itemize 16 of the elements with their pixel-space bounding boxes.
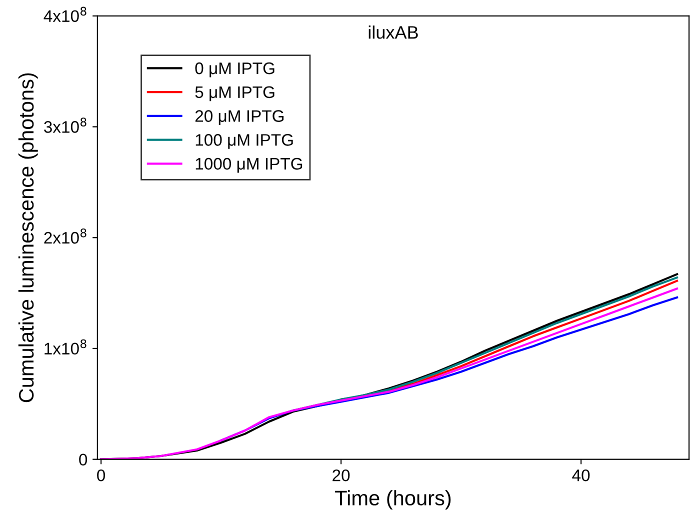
y-tick-label: 0 bbox=[79, 454, 88, 466]
legend-label: 20 μM IPTG bbox=[195, 110, 284, 125]
y-tick-label: 2x10$^{8}$ bbox=[44, 228, 86, 244]
y-tick-label: 4x10$^{8}$ bbox=[44, 6, 86, 22]
legend-label: 5 μM IPTG bbox=[195, 86, 274, 102]
legend-label: 0 μM IPTG bbox=[195, 62, 274, 78]
legend-label: 100 μM IPTG bbox=[196, 134, 293, 149]
legend-label: 1000 μM IPTG bbox=[196, 158, 302, 173]
x-tick-label: 40 bbox=[572, 469, 590, 482]
y-tick-label: 3x10$^{8}$ bbox=[44, 118, 86, 133]
y-tick-label: 1x10$^{8}$ bbox=[44, 339, 86, 355]
x-tick-label: 20 bbox=[332, 469, 350, 482]
x-axis-title: Time (hours) bbox=[335, 490, 451, 510]
y-axis-title: Cumulative luminescence (photons) bbox=[18, 73, 38, 402]
chart-title: iluxAB bbox=[368, 26, 418, 39]
x-tick-label: 0 bbox=[97, 469, 106, 482]
